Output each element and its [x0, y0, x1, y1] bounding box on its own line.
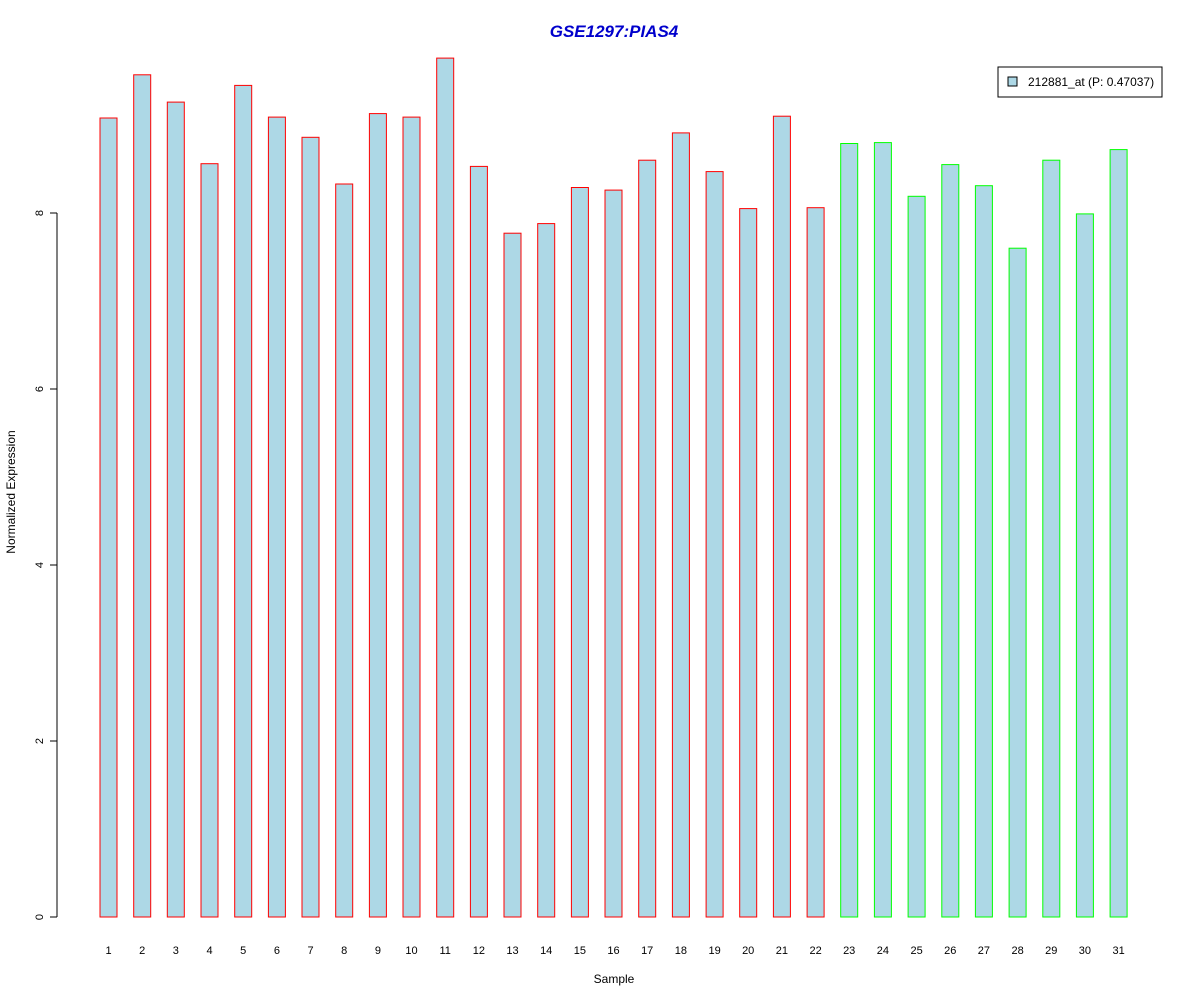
x-tick-label: 21 [776, 945, 788, 957]
x-tick-label: 4 [206, 945, 212, 957]
y-axis-label: Normalized Expression [4, 430, 18, 553]
x-tick-label: 20 [742, 945, 754, 957]
bar-sample-7 [301, 136, 320, 918]
bar-sample-28 [1008, 247, 1027, 918]
bar-sample-15 [570, 187, 589, 918]
x-tick-label: 8 [341, 945, 347, 957]
chart-title: GSE1297:PIAS4 [550, 22, 679, 41]
x-tick-label: 5 [240, 945, 246, 957]
bar-sample-25 [907, 195, 926, 918]
legend-label: 212881_at (P: 0.47037) [1028, 75, 1154, 89]
bar-sample-27 [974, 185, 993, 918]
x-tick-label: 2 [139, 945, 145, 957]
y-tick-label: 6 [34, 386, 46, 392]
x-tick-label: 28 [1011, 945, 1023, 957]
bar-sample-11 [436, 57, 455, 918]
bar-sample-4 [200, 163, 219, 918]
x-tick-label: 9 [375, 945, 381, 957]
x-tick-label: 29 [1045, 945, 1057, 957]
y-tick-label: 0 [34, 914, 46, 920]
x-tick-label: 1 [105, 945, 111, 957]
bar-sample-30 [1075, 213, 1094, 918]
bar-sample-3 [166, 101, 185, 918]
x-tick-label: 13 [506, 945, 518, 957]
x-tick-label: 14 [540, 945, 552, 957]
bar-sample-19 [705, 171, 724, 918]
bar-sample-17 [638, 159, 657, 918]
x-tick-label: 19 [708, 945, 720, 957]
bar-sample-23 [840, 143, 859, 918]
y-axis: 0 2 4 6 8 [34, 210, 58, 920]
x-tick-label: 24 [877, 945, 889, 957]
legend-swatch [1007, 76, 1018, 87]
x-tick-label: 3 [173, 945, 179, 957]
x-tick-labels: 1 2 3 4 5 6 7 8 9 10 11 12 13 14 15 16 17 18 19 20 21 22 23 24 2… [105, 945, 1124, 957]
y-tick-label: 2 [34, 738, 46, 744]
bar-sample-9 [368, 113, 387, 918]
x-tick-label: 22 [809, 945, 821, 957]
x-tick-label: 18 [675, 945, 687, 957]
bar-sample-8 [335, 183, 354, 918]
x-axis-label: Sample [594, 972, 635, 986]
bar-sample-16 [604, 189, 623, 918]
bar-sample-12 [469, 165, 488, 918]
bar-sample-22 [806, 207, 825, 918]
x-tick-label: 7 [307, 945, 313, 957]
bar-sample-29 [1042, 159, 1061, 918]
bar-sample-2 [133, 74, 152, 918]
bar-sample-10 [402, 116, 421, 918]
x-tick-label: 31 [1112, 945, 1124, 957]
x-tick-label: 30 [1079, 945, 1091, 957]
legend-box [997, 66, 1163, 98]
x-tick-label: 6 [274, 945, 280, 957]
bar-sample-21 [772, 115, 791, 918]
x-tick-label: 10 [405, 945, 417, 957]
bar-sample-24 [873, 142, 892, 918]
x-tick-label: 17 [641, 945, 653, 957]
x-tick-label: 25 [910, 945, 922, 957]
y-tick-label: 8 [34, 210, 46, 216]
bar-sample-20 [739, 208, 758, 918]
x-tick-label: 11 [439, 945, 450, 957]
bar-sample-1 [99, 117, 118, 918]
bars-group [99, 57, 1128, 918]
bar-sample-6 [267, 116, 286, 918]
bar-sample-5 [234, 84, 253, 918]
x-tick-label: 27 [978, 945, 990, 957]
bar-sample-13 [503, 232, 522, 918]
x-tick-label: 15 [574, 945, 586, 957]
bar-sample-26 [941, 164, 960, 918]
x-tick-label: 12 [473, 945, 485, 957]
x-tick-label: 16 [607, 945, 619, 957]
bar-sample-14 [537, 223, 556, 918]
bar-sample-31 [1109, 149, 1128, 918]
x-tick-label: 23 [843, 945, 855, 957]
y-tick-label: 4 [34, 562, 46, 568]
bar-sample-18 [671, 132, 690, 918]
legend: 212881_at (P: 0.47037) [997, 66, 1163, 98]
x-tick-label: 26 [944, 945, 956, 957]
